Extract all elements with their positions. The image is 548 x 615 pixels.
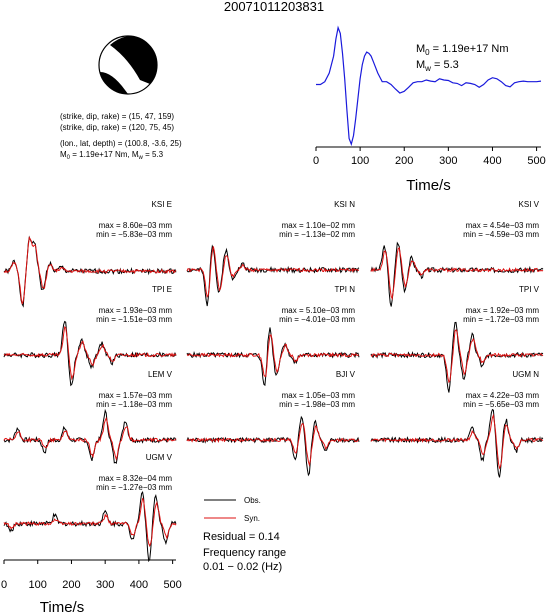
stf-panel: 0 100 200 300 400 500 Time/s	[313, 25, 546, 194]
min-amplitude-label: min = −4.01e−03 mm	[279, 315, 355, 324]
min-amplitude-label: min = −1.51e−03 mm	[96, 315, 172, 324]
obs-trace	[370, 241, 544, 307]
plane2-text: (strike, dip, rake) = (120, 75, 45)	[60, 123, 174, 132]
plane1-text: (strike, dip, rake) = (15, 47, 159)	[60, 112, 174, 121]
freq-title: Frequency range	[203, 547, 286, 559]
waveform-x-tick-label: 500	[163, 579, 181, 591]
waveform-x-axis: 0 100 200 300 400 500 Time/s	[1, 559, 182, 615]
syn-trace	[370, 413, 544, 470]
syn-trace	[186, 422, 360, 467]
syn-trace	[3, 497, 177, 548]
legend-syn-label: Syn.	[244, 514, 260, 523]
stf-x-tick-label: 300	[439, 155, 457, 167]
stf-x-tick-label: 400	[483, 155, 501, 167]
stf-x-tick-label: 100	[351, 155, 369, 167]
max-amplitude-label: max = 8.32e−04 mm	[99, 474, 173, 483]
waveform-x-tick-label: 200	[62, 579, 80, 591]
max-amplitude-label: max = 4.54e−03 mm	[466, 221, 540, 230]
max-amplitude-label: max = 5.10e−03 mm	[282, 306, 356, 315]
max-amplitude-label: max = 8.60e−03 mm	[99, 221, 173, 230]
obs-trace	[186, 244, 360, 307]
syn-trace	[3, 236, 177, 305]
station-label: TPI N	[335, 285, 356, 294]
station-label: UGM N	[512, 370, 539, 379]
legend: Obs. Syn. Residual = 0.14 Frequency rang…	[203, 496, 286, 573]
waveform-x-tick-label: 400	[130, 579, 148, 591]
max-amplitude-label: max = 1.92e−03 mm	[466, 306, 540, 315]
syn-trace	[370, 247, 544, 301]
obs-trace	[370, 321, 544, 393]
station-label: KSI E	[152, 200, 172, 209]
syn-trace	[370, 329, 544, 384]
min-amplitude-label: min = −1.27e−03 mm	[96, 483, 172, 492]
obs-trace	[3, 491, 177, 563]
mechanism-info: (strike, dip, rake) = (15, 47, 159) (str…	[60, 112, 182, 161]
min-amplitude-label: min = −5.65e−03 mm	[463, 400, 539, 409]
min-amplitude-label: min = −1.18e−03 mm	[96, 400, 172, 409]
obs-trace	[186, 327, 360, 387]
waveform-x-axis-label: Time/s	[40, 599, 84, 615]
min-amplitude-label: min = −1.13e−02 mm	[279, 230, 355, 239]
station-label: TPI E	[152, 285, 172, 294]
residual-text: Residual = 0.14	[203, 531, 280, 543]
freq-value: 0.01 − 0.02 (Hz)	[203, 561, 282, 573]
max-amplitude-label: max = 4.22e−03 mm	[466, 391, 540, 400]
stf-x-tick-label: 500	[527, 155, 545, 167]
waveform-x-tick-label: 100	[29, 579, 47, 591]
min-amplitude-label: min = −4.59e−03 mm	[463, 230, 539, 239]
syn-trace	[3, 416, 177, 461]
max-amplitude-label: max = 1.05e−03 mm	[282, 391, 356, 400]
max-amplitude-label: max = 1.93e−03 mm	[99, 306, 173, 315]
obs-trace	[370, 408, 544, 478]
legend-obs-label: Obs.	[244, 496, 261, 505]
stf-line	[316, 25, 542, 147]
stf-x-tick-label: 0	[313, 155, 319, 167]
station-label: KSI V	[519, 200, 540, 209]
location-text: (lon., lat, depth) = (100.8, -3.6, 25)	[60, 139, 182, 148]
beachball-icon	[98, 35, 158, 95]
station-label: TPI V	[519, 285, 540, 294]
moment-text: M0 = 1.19e+17 Nm, Mw = 5.3	[60, 150, 164, 161]
waveform-x-tick-label: 300	[96, 579, 114, 591]
min-amplitude-label: min = −5.83e−03 mm	[96, 230, 172, 239]
syn-trace	[3, 326, 177, 381]
stf-magnitude-text: Mw = 5.3	[416, 59, 459, 73]
figure-title: 20071011203831	[224, 0, 324, 14]
waveform-x-tick-label: 0	[1, 579, 7, 591]
max-amplitude-label: max = 1.10e−02 mm	[282, 221, 356, 230]
station-label: KSI N	[334, 200, 355, 209]
station-label: LEM V	[148, 370, 173, 379]
syn-trace	[186, 334, 360, 377]
station-label: UGM V	[146, 453, 173, 462]
stf-x-tick-label: 200	[395, 155, 413, 167]
min-amplitude-label: min = −1.98e−03 mm	[279, 400, 355, 409]
syn-trace	[186, 246, 360, 298]
station-label: BJI V	[336, 370, 356, 379]
stf-x-axis-label: Time/s	[406, 177, 450, 194]
stf-moment-text: M0 = 1.19e+17 Nm	[416, 43, 509, 57]
max-amplitude-label: max = 1.57e−03 mm	[99, 391, 173, 400]
obs-trace	[186, 415, 360, 477]
min-amplitude-label: min = −1.72e−03 mm	[463, 315, 539, 324]
obs-trace	[3, 408, 177, 464]
